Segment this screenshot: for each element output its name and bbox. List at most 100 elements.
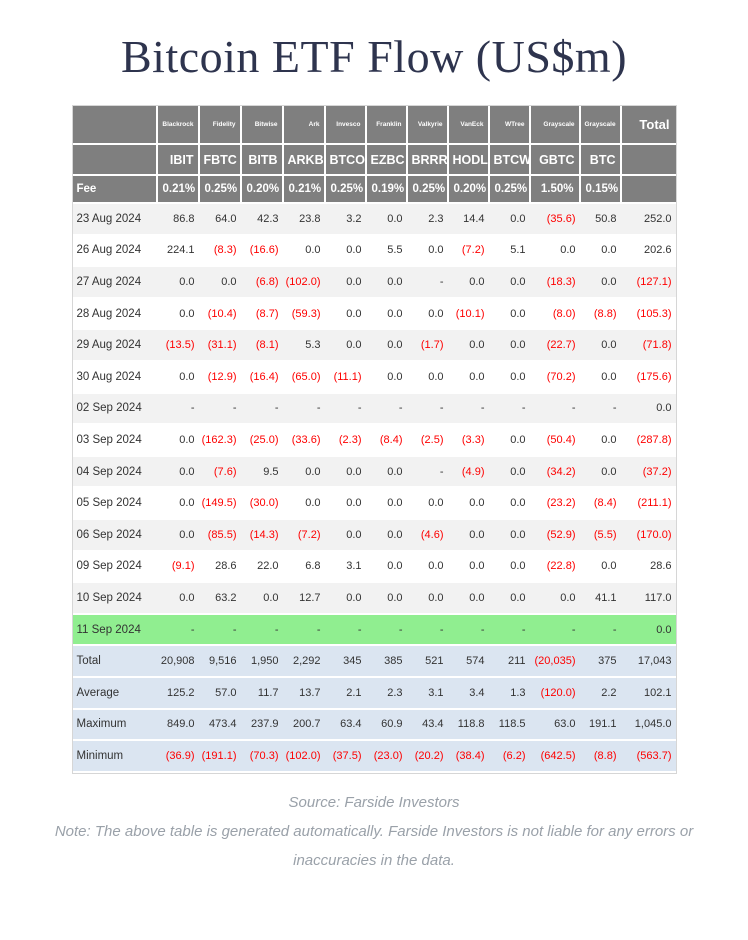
value-cell: 86.8: [173, 212, 195, 225]
value-cell: (8.3): [213, 244, 237, 257]
fee-cell: 0.20%: [240, 175, 284, 204]
value-cell: 0.0: [428, 591, 444, 604]
ticker-cell: BTCW: [488, 144, 531, 176]
value-cell: (7.6): [213, 465, 237, 478]
value-cell: (37.2): [642, 465, 672, 478]
value-cell: 0.0: [387, 212, 403, 225]
value-cell: 23.8: [299, 212, 321, 225]
fee-cell: 0.15%: [579, 175, 622, 204]
provider-name-cell: Bitwise: [240, 106, 284, 145]
value-cell: -: [439, 275, 444, 288]
footer: Source: Farside Investors Note: The abov…: [0, 794, 748, 900]
corner-cell: [72, 106, 158, 145]
value-cell: 0.0: [428, 307, 444, 320]
value-cell: (9.1): [171, 560, 195, 573]
value-cell: 0.0: [346, 528, 362, 541]
ticker-cell: BTC: [579, 144, 622, 176]
ticker-cell: BTCO: [324, 144, 367, 176]
date-cell: 28 Aug 2024: [76, 307, 142, 320]
value-cell: 0.0: [601, 275, 617, 288]
value-cell: -: [612, 402, 617, 415]
fee-cell: 0.25%: [198, 175, 242, 204]
value-cell: (31.1): [207, 339, 237, 352]
value-cell: (7.2): [461, 244, 485, 257]
value-cell: -: [439, 465, 444, 478]
etf-flow-table: Blackrock Fidelity Bitwise Ark Invesco Frankl…: [72, 106, 676, 773]
total-ticker-cell: [620, 144, 676, 176]
value-cell: 0.0: [179, 465, 195, 478]
summary-value-cell: 191.1: [588, 718, 617, 731]
value-cell: (50.4): [546, 433, 576, 446]
ticker-cell: FBTC: [198, 144, 242, 176]
value-cell: -: [190, 623, 195, 636]
value-cell: 0.0: [510, 370, 526, 383]
value-cell: (1.7): [420, 339, 444, 352]
summary-value-cell: 2.2: [601, 686, 617, 699]
summary-value-cell: 473.4: [208, 718, 237, 731]
summary-value-cell: 63.0: [554, 718, 576, 731]
value-cell: (4.6): [420, 528, 444, 541]
value-cell: (12.9): [207, 370, 237, 383]
table-row: 05 Sep 2024 0.0 (149.5) (30.0) 0.0 0.0 0.0 0.0 0…: [72, 487, 676, 519]
date-cell: 09 Sep 2024: [76, 560, 142, 573]
summary-value-cell: 200.7: [292, 718, 321, 731]
value-cell: -: [480, 623, 485, 636]
fee-cell: 0.21%: [282, 175, 326, 204]
value-cell: 0.0: [656, 623, 672, 636]
provider-name-cell: Fidelity: [198, 106, 242, 145]
value-cell: -: [521, 402, 526, 415]
summary-row: Average 125.2 57.0 11.7 13.7 2.1 2.3 3.1 3.4 1.3 (…: [72, 676, 676, 709]
summary-value-cell: 2.1: [346, 686, 362, 699]
value-cell: (287.8): [636, 433, 672, 446]
ticker-cell: BITB: [240, 144, 284, 176]
summary-value-cell: 2,292: [292, 655, 321, 668]
summary-value-cell: 125.2: [166, 686, 195, 699]
date-cell: 10 Sep 2024: [76, 591, 142, 604]
value-cell: (2.3): [338, 433, 362, 446]
value-cell: 0.0: [510, 275, 526, 288]
value-cell: (34.2): [546, 465, 576, 478]
summary-value-cell: (102.0): [285, 749, 321, 762]
value-cell: (35.6): [546, 212, 576, 225]
value-cell: 0.0: [346, 307, 362, 320]
summary-value-cell: 345: [343, 655, 362, 668]
summary-value-cell: (36.9): [165, 749, 195, 762]
value-cell: 0.0: [428, 560, 444, 573]
value-cell: (22.7): [546, 339, 576, 352]
value-cell: (33.6): [291, 433, 321, 446]
value-cell: 0.0: [221, 275, 237, 288]
value-cell: 0.0: [179, 433, 195, 446]
summary-value-cell: 118.5: [498, 718, 526, 731]
provider-header-row: Blackrock Fidelity Bitwise Ark Invesco Frankl…: [72, 106, 676, 145]
value-cell: (10.1): [455, 307, 485, 320]
value-cell: (11.1): [333, 370, 362, 383]
provider-name-cell: Franklin: [365, 106, 408, 145]
summary-value-cell: 521: [425, 655, 444, 668]
summary-value-cell: 1,950: [250, 655, 279, 668]
value-cell: 0.0: [560, 591, 576, 604]
summary-value-cell: 43.4: [422, 718, 444, 731]
value-cell: 9.5: [263, 465, 279, 478]
value-cell: -: [316, 623, 321, 636]
value-cell: -: [480, 402, 485, 415]
table-row: 26 Aug 2024 224.1 (8.3) (16.6) 0.0 0.0 5.5 0.0 (…: [72, 234, 676, 267]
summary-value-cell: (191.1): [201, 749, 237, 762]
date-cell: 11 Sep 2024: [76, 623, 141, 636]
value-cell: 0.0: [387, 307, 403, 320]
value-cell: 0.0: [601, 339, 617, 352]
value-cell: -: [439, 402, 444, 415]
summary-value-cell: 102.1: [643, 686, 672, 699]
summary-value-cell: 11.7: [257, 686, 279, 699]
summary-value-cell: (20,035): [534, 655, 576, 668]
value-cell: -: [232, 623, 237, 636]
summary-value-cell: 60.9: [381, 718, 403, 731]
provider-name-cell: Blackrock: [156, 106, 200, 145]
value-cell: -: [316, 402, 321, 415]
value-cell: 252.0: [643, 212, 672, 225]
fee-cell: 0.19%: [365, 175, 408, 204]
value-cell: 202.6: [643, 244, 672, 257]
corner-cell: [72, 144, 158, 176]
value-cell: -: [521, 623, 526, 636]
value-cell: 0.0: [179, 307, 195, 320]
etf-flow-table-container: Blackrock Fidelity Bitwise Ark Invesco Frankl…: [71, 105, 677, 774]
